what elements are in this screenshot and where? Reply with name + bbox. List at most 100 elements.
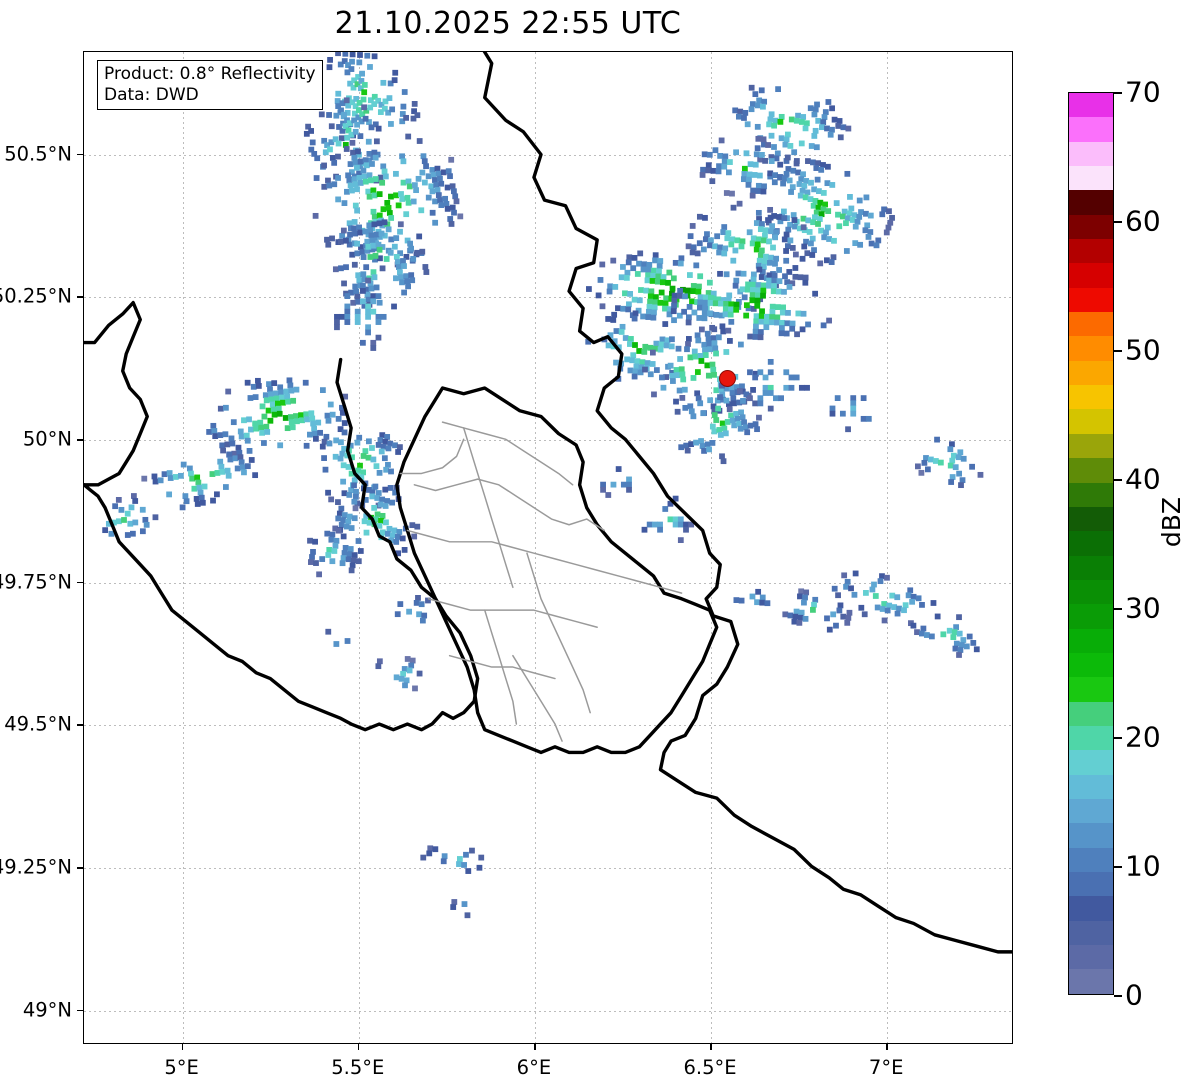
radar-echo-cell: [706, 151, 713, 158]
radar-echo-cell: [702, 304, 708, 311]
radar-echo-cell: [658, 341, 665, 348]
longitude-tick: [886, 1044, 888, 1050]
radar-echo-cell: [696, 240, 703, 247]
radar-echo-cell: [667, 306, 674, 313]
radar-echo-cell: [767, 173, 774, 180]
radar-echo-cell: [771, 179, 778, 186]
radar-echo-cell: [413, 187, 419, 194]
radar-echo-cell: [732, 107, 739, 114]
radar-echo-cell: [354, 293, 361, 300]
radar-echo-cell: [762, 390, 769, 396]
radar-echo-cell: [414, 112, 421, 119]
radar-echo-cell: [449, 204, 456, 211]
radar-echo-cell: [273, 390, 279, 397]
radar-echo-cell: [743, 150, 750, 157]
radar-echo-cell: [778, 330, 785, 337]
radar-echo-cell: [252, 394, 259, 400]
radar-echo-cell: [803, 589, 810, 596]
radar-echo-cell: [715, 405, 722, 412]
radar-echo-cell: [754, 426, 760, 433]
radar-echo-cell: [799, 187, 806, 194]
colorbar-tick: [1114, 479, 1122, 481]
radar-echo-cell: [299, 417, 305, 424]
radar-echo-cell: [723, 271, 730, 278]
colorbar-band: [1069, 652, 1113, 678]
radar-echo-cell: [772, 234, 779, 241]
border-line: [462, 427, 514, 589]
colorbar-tick: [1114, 92, 1122, 94]
radar-echo-cell: [366, 172, 373, 179]
radar-echo-cell: [378, 448, 385, 455]
radar-echo-cell: [329, 558, 336, 565]
radar-echo-cell: [873, 242, 880, 249]
radar-echo-cell: [634, 358, 641, 365]
radar-echo-cell: [650, 272, 657, 279]
radar-echo-cell: [854, 218, 861, 225]
radar-echo-cell: [725, 327, 732, 334]
radar-echo-cell: [701, 151, 708, 158]
radar-echo-cell: [720, 396, 726, 403]
radar-echo-cell: [637, 369, 644, 376]
radar-echo-cell: [314, 155, 321, 162]
radar-echo-cell: [865, 415, 872, 422]
radar-echo-cell: [802, 274, 809, 281]
radar-echo-cell: [791, 217, 798, 223]
radar-echo-cell: [812, 596, 819, 603]
radar-echo-cell: [775, 86, 781, 93]
colorbar-ticks: 0 10 20 30 40 50 60 70: [1114, 76, 1202, 1012]
radar-echo-cell: [325, 489, 331, 496]
radar-echo-cell: [950, 634, 957, 641]
radar-echo-cell: [772, 172, 779, 179]
radar-echo-cell: [863, 210, 869, 217]
radar-echo-cell: [383, 256, 390, 262]
radar-echo-cell: [755, 135, 762, 142]
radar-echo-cell: [313, 435, 319, 442]
radar-echo-cell: [325, 628, 332, 635]
radar-echo-cell: [288, 419, 295, 426]
radar-echo-cell: [451, 188, 457, 195]
radar-echo-cell: [860, 395, 867, 401]
map-plot-area[interactable]: Product: 0.8° Reflectivity Data: DWD: [83, 51, 1013, 1044]
radar-echo-cell: [767, 405, 774, 412]
radar-echo-cell: [344, 188, 350, 195]
radar-echo-cell: [356, 107, 362, 114]
radar-echo-cell: [427, 845, 434, 852]
radar-echo-cell: [399, 118, 406, 125]
radar-echo-cell: [127, 520, 134, 527]
radar-echo-cell: [410, 115, 417, 122]
radar-echo-cell: [351, 176, 358, 183]
radar-echo-cell: [381, 168, 388, 175]
radar-echo-cell: [632, 368, 639, 375]
radar-echo-cell: [375, 241, 382, 248]
radar-echo-cell: [340, 533, 347, 540]
radar-echo-cell: [923, 632, 930, 638]
radar-echo-cell: [622, 335, 629, 341]
radar-echo-cell: [366, 151, 373, 157]
radar-echo-cell: [335, 515, 342, 522]
radar-echo-cell: [696, 315, 703, 321]
radar-echo-cell: [833, 622, 839, 629]
radar-echo-cell: [756, 257, 763, 264]
radar-echo-cell: [377, 255, 383, 262]
radar-echo-cell: [397, 444, 403, 450]
radar-echo-cell: [403, 211, 410, 218]
radar-echo-cell: [700, 246, 707, 253]
radar-echo-cell: [400, 158, 407, 165]
radar-echo-cell: [721, 425, 728, 432]
radar-echo-cell: [841, 572, 848, 579]
radar-echo-cell: [349, 169, 355, 176]
radar-echo-cell: [448, 221, 455, 227]
radar-echo-cell: [767, 259, 773, 266]
radar-echo-cell: [776, 267, 782, 273]
radar-echo-cell: [640, 266, 647, 273]
radar-echo-cell: [435, 192, 442, 199]
radar-echo-cell: [711, 340, 718, 347]
radar-echo-cell: [765, 282, 772, 289]
radar-echo-cell: [786, 284, 793, 290]
radar-echo-cell: [754, 302, 761, 309]
colorbar-band: [1069, 872, 1113, 897]
radar-echo-cell: [607, 283, 614, 290]
radar-echo-cell: [789, 280, 796, 287]
radar-echo-cell: [399, 111, 406, 117]
radar-echo-cell: [804, 250, 811, 257]
